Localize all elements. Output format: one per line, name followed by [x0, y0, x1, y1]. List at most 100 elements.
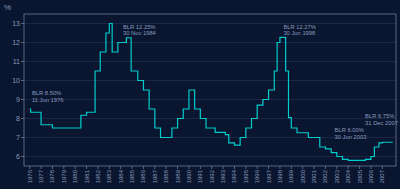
- x-tick-label: 1997: [266, 169, 272, 183]
- y-tick-label: 11: [13, 58, 20, 65]
- y-tick: [21, 156, 24, 157]
- y-tick-label: 7: [16, 134, 20, 141]
- annotation-line: BLR 8.50%: [32, 90, 61, 96]
- x-tick: [268, 166, 269, 169]
- x-tick: [234, 166, 235, 169]
- y-tick: [21, 99, 24, 100]
- y-tick-label: 6: [16, 153, 20, 160]
- grid-line: [24, 61, 396, 62]
- chart: 6789101112131976197719781979198019811982…: [0, 0, 400, 189]
- x-tick-label: 1977: [38, 169, 44, 183]
- x-tick-label: 1976: [27, 169, 33, 183]
- x-tick: [291, 166, 292, 169]
- y-tick-label: 9: [16, 96, 20, 103]
- plot-area: [30, 24, 393, 161]
- x-tick-label: 1991: [197, 169, 203, 183]
- x-tick: [382, 166, 383, 169]
- x-tick: [63, 166, 64, 169]
- y-axis-label: %: [4, 3, 11, 12]
- annotation-line: 31 Dec 2007: [365, 120, 398, 126]
- x-tick: [223, 166, 224, 169]
- background: [0, 0, 400, 189]
- rate-line: [30, 24, 393, 161]
- annotation-line: BLR 12.25%: [123, 24, 156, 30]
- x-tick: [120, 166, 121, 169]
- x-tick-label: 2002: [322, 169, 328, 183]
- x-tick: [132, 166, 133, 169]
- x-tick-label: 1980: [72, 169, 78, 183]
- x-tick-label: 1986: [140, 169, 146, 183]
- x-tick-label: 1995: [243, 169, 249, 183]
- y-tick: [21, 118, 24, 119]
- annotation: BLR 6.00%30 Jun 2003: [335, 127, 367, 140]
- x-tick: [29, 166, 30, 169]
- x-tick-label: 2007: [379, 169, 385, 183]
- plot-frame: [24, 14, 396, 166]
- x-tick-label: 2001: [311, 169, 317, 183]
- annotation-line: BLR 12.27%: [283, 24, 316, 30]
- y-tick: [21, 42, 24, 43]
- x-tick-label: 1984: [118, 169, 124, 183]
- annotation-line: BLR 6.75%: [365, 113, 394, 119]
- x-tick-label: 2005: [357, 169, 363, 183]
- x-tick: [177, 166, 178, 169]
- x-tick: [52, 166, 53, 169]
- x-tick-label: 1983: [106, 169, 112, 183]
- annotation-line: 30 Jun 1998: [283, 30, 315, 36]
- x-tick: [41, 166, 42, 169]
- y-tick-label: 8: [16, 115, 20, 122]
- x-tick: [166, 166, 167, 169]
- grid-line: [24, 118, 396, 119]
- x-tick: [336, 166, 337, 169]
- x-tick: [211, 166, 212, 169]
- x-tick: [143, 166, 144, 169]
- x-tick: [97, 166, 98, 169]
- x-tick: [359, 166, 360, 169]
- y-tick-label: 12: [12, 39, 20, 46]
- x-tick-label: 1998: [277, 169, 283, 183]
- grid-line: [24, 42, 396, 43]
- y-tick: [21, 80, 24, 81]
- x-tick-label: 1978: [49, 169, 55, 183]
- grid-line: [24, 23, 396, 24]
- x-tick-label: 1981: [84, 169, 90, 183]
- x-tick: [314, 166, 315, 169]
- x-tick: [257, 166, 258, 169]
- x-tick: [188, 166, 189, 169]
- annotation: BLR 12.27%30 Jun 1998: [283, 24, 316, 37]
- x-tick-label: 1987: [152, 169, 158, 183]
- x-tick-label: 1996: [254, 169, 260, 183]
- annotation: BLR 6.75%31 Dec 2007: [365, 113, 398, 126]
- annotation-line: 30 Jun 2003: [335, 134, 367, 140]
- x-tick-label: 1982: [95, 169, 101, 183]
- x-tick-label: 1988: [163, 169, 169, 183]
- x-tick: [302, 166, 303, 169]
- annotation: BLR 12.25%30 Nov 1984: [123, 24, 157, 37]
- x-tick-label: 1999: [288, 169, 294, 183]
- x-tick-label: 2003: [334, 169, 340, 183]
- x-tick: [154, 166, 155, 169]
- x-tick: [86, 166, 87, 169]
- x-tick: [325, 166, 326, 169]
- annotation-line: BLR 6.00%: [335, 127, 364, 133]
- y-tick-label: 13: [12, 20, 20, 27]
- x-tick: [370, 166, 371, 169]
- grid-line: [24, 99, 396, 100]
- x-tick: [75, 166, 76, 169]
- x-tick-label: 1994: [231, 169, 237, 183]
- annotation-line: 11 Jun 1976: [32, 97, 63, 103]
- y-tick: [21, 23, 24, 24]
- annotation-line: 30 Nov 1984: [123, 30, 157, 36]
- x-tick-label: 1985: [129, 169, 135, 183]
- x-tick: [279, 166, 280, 169]
- x-tick: [200, 166, 201, 169]
- x-tick: [245, 166, 246, 169]
- y-tick-label: 10: [12, 77, 20, 84]
- y-tick: [21, 61, 24, 62]
- x-tick-label: 1989: [175, 169, 181, 183]
- x-tick: [109, 166, 110, 169]
- grid-line: [24, 80, 396, 81]
- y-tick: [21, 137, 24, 138]
- x-tick-label: 2000: [300, 169, 306, 183]
- x-tick: [348, 166, 349, 169]
